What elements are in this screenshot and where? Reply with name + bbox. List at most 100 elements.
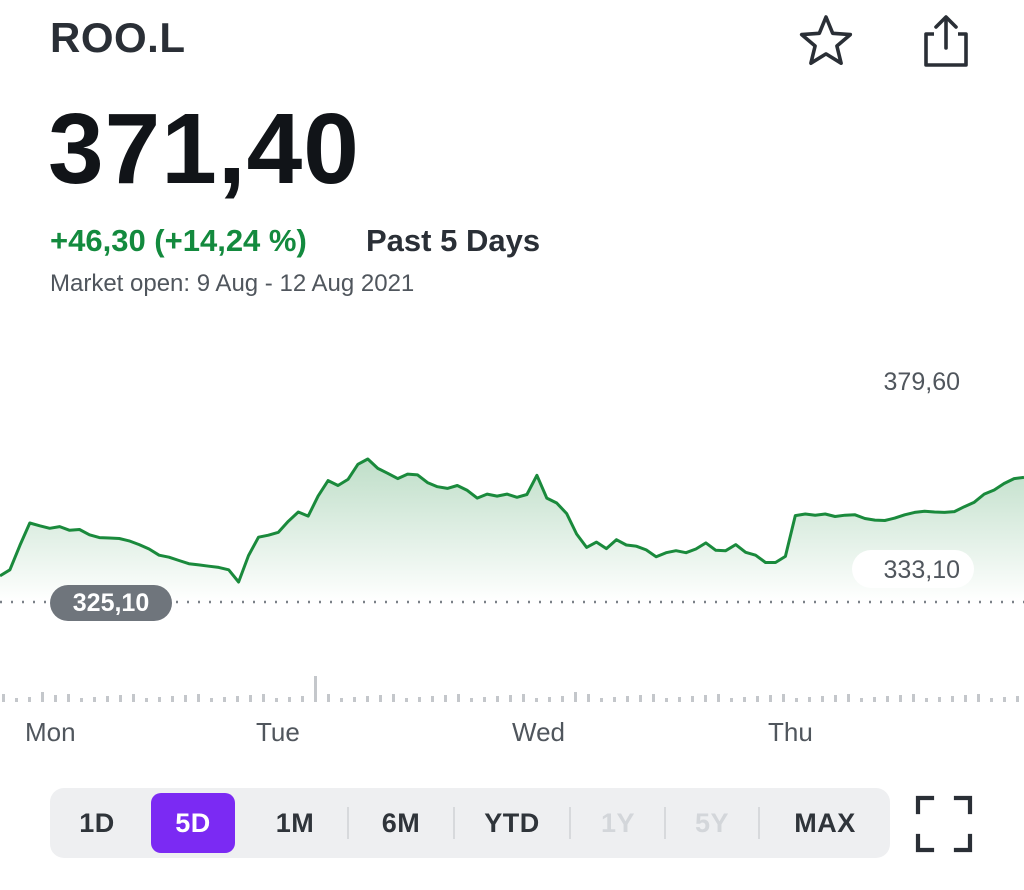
ticker-symbol: ROO.L <box>50 14 186 61</box>
x-label-mon: Mon <box>25 717 76 747</box>
volume-bar <box>418 697 421 702</box>
fullscreen-icon <box>915 795 973 853</box>
range-separator <box>453 807 455 839</box>
volume-bar <box>782 694 785 702</box>
volume-bar <box>223 697 226 702</box>
volume-bar <box>145 698 148 702</box>
range-separator <box>569 807 571 839</box>
volume-bar <box>977 694 980 702</box>
range-6m[interactable]: 6M <box>381 807 421 838</box>
x-label-tue: Tue <box>256 717 300 747</box>
volume-bar <box>821 696 824 702</box>
volume-bar <box>522 694 525 702</box>
volume-bar <box>106 696 109 702</box>
volume-bar <box>652 694 655 702</box>
volume-bar <box>912 694 915 702</box>
change-period: Past 5 Days <box>366 223 541 258</box>
range-selector: 1D 5D 1M 6M YTD 1Y 5Y MAX <box>50 788 890 858</box>
share-icon <box>924 15 968 67</box>
volume-bar <box>535 698 538 702</box>
volume-bar <box>249 695 252 702</box>
volume-bar <box>132 694 135 702</box>
volume-bar <box>626 696 629 702</box>
volume-bar <box>314 676 317 702</box>
volume-bar <box>704 695 707 702</box>
volume-bar <box>327 694 330 702</box>
volume-bar <box>171 696 174 702</box>
volume-bar <box>158 697 161 702</box>
watchlist-button[interactable] <box>794 10 858 74</box>
volume-bar <box>457 694 460 702</box>
volume-bar <box>28 697 31 702</box>
volume-bar <box>769 695 772 702</box>
volume-bar <box>1016 696 1019 702</box>
range-max[interactable]: MAX <box>794 807 856 838</box>
volume-bar <box>730 698 733 702</box>
volume-bar <box>756 696 759 702</box>
price-area <box>0 459 1024 602</box>
volume-bar <box>691 696 694 702</box>
volume-bar <box>80 698 83 702</box>
volume-bar <box>899 695 902 702</box>
volume-bar <box>613 697 616 702</box>
range-separator <box>758 807 760 839</box>
fullscreen-button[interactable] <box>912 792 976 856</box>
volume-bar <box>353 697 356 702</box>
volume-bar <box>925 698 928 702</box>
volume-bar <box>470 698 473 702</box>
volume-bar <box>184 695 187 702</box>
volume-bar <box>275 698 278 702</box>
volume-bar <box>717 694 720 702</box>
high-label: 379,60 <box>884 368 960 396</box>
volume-bar <box>236 696 239 702</box>
range-5y: 5Y <box>694 807 730 838</box>
current-price: 371,40 <box>48 93 360 205</box>
volume-bar <box>340 698 343 702</box>
volume-bar <box>860 698 863 702</box>
volume-bar <box>15 698 18 702</box>
range-separator <box>347 807 349 839</box>
volume-bar <box>951 696 954 702</box>
previous-close-label: 325,10 <box>73 589 149 617</box>
range-1m[interactable]: 1M <box>275 807 315 838</box>
volume-bar <box>93 697 96 702</box>
volume-bar <box>1003 697 1006 702</box>
price-line <box>0 457 1024 584</box>
volume-bar <box>54 695 57 702</box>
volume-bar <box>600 698 603 702</box>
star-icon <box>799 15 853 66</box>
share-button[interactable] <box>912 8 976 72</box>
volume-bar <box>119 695 122 702</box>
volume-bar <box>444 695 447 702</box>
price-change: +46,30 (+14,24 %) <box>50 223 307 258</box>
market-status: Market open: 9 Aug - 12 Aug 2021 <box>50 270 415 297</box>
volume-bar <box>639 695 642 702</box>
volume-bar <box>678 697 681 702</box>
volume-bar <box>210 698 213 702</box>
volume-bar <box>873 697 876 702</box>
range-separator <box>664 807 666 839</box>
low-label-bg <box>852 550 974 588</box>
low-label: 333,10 <box>884 556 960 584</box>
range-1d[interactable]: 1D <box>79 807 115 838</box>
volume-bar <box>41 692 44 702</box>
price-chart[interactable]: 379,60 333,10 325,10 Mon Tue Wed Thu <box>0 340 1024 760</box>
volume-bar <box>431 696 434 702</box>
volume-bar <box>379 695 382 702</box>
volume-bar <box>886 696 889 702</box>
volume-bar <box>392 694 395 702</box>
volume-bar <box>197 694 200 702</box>
volume-bar <box>2 694 5 702</box>
x-label-wed: Wed <box>512 717 565 747</box>
volume-bar <box>847 694 850 702</box>
volume-bar <box>366 696 369 702</box>
volume-bar <box>665 698 668 702</box>
x-label-thu: Thu <box>768 717 813 747</box>
volume-bars <box>2 676 1019 702</box>
volume-bar <box>938 697 941 702</box>
range-5d[interactable]: 5D <box>151 793 235 853</box>
volume-bar <box>301 696 304 702</box>
volume-bar <box>587 694 590 702</box>
volume-bar <box>483 697 486 702</box>
range-ytd[interactable]: YTD <box>484 807 540 838</box>
